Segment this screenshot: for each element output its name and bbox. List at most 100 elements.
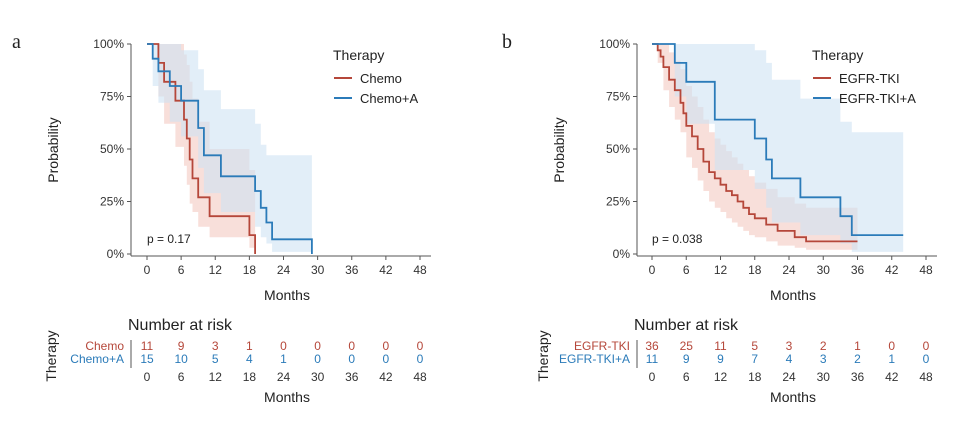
panel-a-risk-xtick-label: 30 (311, 370, 325, 384)
panel-a-ytick-label: 100% (93, 37, 124, 51)
panel-a-risk-xtick-label: 12 (209, 370, 223, 384)
panel-a-legend-label-chemo: Chemo (360, 71, 402, 86)
panel-b-risk-number: 1 (854, 339, 861, 353)
panel-b-xtick-label: 0 (649, 263, 656, 277)
panel-a-risk-xlabel: Months (264, 389, 310, 405)
panel-b-risk-xtick-label: 24 (782, 370, 796, 384)
panel-a-risk-xtick-label: 0 (144, 370, 151, 384)
panel-a-risk-number: 9 (178, 339, 185, 353)
panel-b-risk-table: Number at risk Therapy EGFR-TKI EGFR-TKI… (535, 317, 933, 405)
panel-a-ytick-label: 25% (100, 195, 124, 209)
panel-a-xlabel: Months (264, 287, 310, 303)
panel-b-risk-xtick-label: 12 (714, 370, 728, 384)
panel-b-risk-xtick-label: 48 (919, 370, 933, 384)
panel-a-y-ticks: 100% 75% 50% 25% 0% (93, 37, 131, 261)
panel-b-legend-title: Therapy (812, 47, 863, 63)
panel-b-risk-number: 9 (683, 352, 690, 366)
panel-a-xtick-label: 12 (209, 263, 223, 277)
panel-b-xtick-label: 42 (885, 263, 899, 277)
panel-a-risk-number: 0 (280, 339, 287, 353)
panel-a-risk-xtick-label: 48 (413, 370, 427, 384)
panel-b-risk-xtick-label: 0 (649, 370, 656, 384)
panel-a-xtick-label: 42 (379, 263, 393, 277)
panel-b-risk-number: 36 (645, 339, 659, 353)
panel-b-risk-title: Number at risk (634, 317, 739, 334)
panel-b-ytick-label: 0% (613, 247, 631, 261)
panel-a-ytick-label: 75% (100, 90, 124, 104)
panel-a-risk-xtick-label: 42 (379, 370, 393, 384)
panel-a-xtick-label: 6 (178, 263, 185, 277)
panel-b-risk-xtick-label: 6 (683, 370, 690, 384)
panel-a-risk-xtick-label: 24 (277, 370, 291, 384)
panel-b-risk-number: 0 (923, 339, 930, 353)
panel-b-risk-number: 4 (786, 352, 793, 366)
panel-a-risk-number: 0 (348, 339, 355, 353)
panel-a-risk-number: 0 (314, 352, 321, 366)
panel-a-risk-row-label-chemo: Chemo (85, 339, 124, 353)
panel-b-risk-row-label-egfr-tki-a: EGFR-TKI+A (559, 352, 630, 366)
panel-a-risk-number: 0 (417, 352, 424, 366)
panel-a-xtick-label: 18 (243, 263, 257, 277)
panel-b-xtick-label: 48 (919, 263, 933, 277)
panel-a-risk-xtick-label: 6 (178, 370, 185, 384)
panel-a-risk-number: 0 (314, 339, 321, 353)
panel-b-risk-number: 3 (820, 352, 827, 366)
panel-b-risk-number: 2 (854, 352, 861, 366)
panel-b-xtick-label: 30 (817, 263, 831, 277)
panel-a-risk-number: 0 (383, 352, 390, 366)
panel-a-risk-number: 1 (246, 339, 253, 353)
panel-b-letter: b (502, 31, 512, 53)
panel-b-risk-number: 0 (888, 339, 895, 353)
panel-a-curves (147, 43, 313, 254)
panel-a-risk-number: 4 (246, 352, 253, 366)
panel-a-risk-numbers: 11 9 3 1 0 0 0 0 015 10 5 4 1 0 0 0 0 (140, 339, 423, 366)
panel-a-x-ticks: 0 6 12 18 24 30 36 42 48 (144, 256, 427, 277)
panel-b-xtick-label: 12 (714, 263, 728, 277)
panel-b-risk-number: 1 (888, 352, 895, 366)
panel-b-risk-ylabel: Therapy (535, 330, 551, 381)
panel-b-curves (652, 43, 904, 243)
panel-b-legend-label-egfr-tki-a: EGFR-TKI+A (839, 91, 916, 106)
panel-b-risk-x-ticks: 0 6 12 18 24 30 36 42 48 (649, 370, 933, 384)
panel-a-risk-ylabel: Therapy (43, 330, 59, 381)
panel-b-xtick-label: 24 (782, 263, 796, 277)
panel-b-risk-number: 3 (786, 339, 793, 353)
panel-a-xtick-label: 24 (277, 263, 291, 277)
panel-a-xtick-label: 36 (345, 263, 359, 277)
panel-a-ci-band-1 (147, 44, 312, 254)
panel-a-risk-number: 0 (348, 352, 355, 366)
panel-b-risk-xtick-label: 18 (748, 370, 762, 384)
panel-a-letter: a (12, 31, 21, 53)
panel-b-ytick-label: 25% (606, 195, 630, 209)
panel-b-xtick-label: 36 (851, 263, 865, 277)
panel-b-x-ticks: 0 6 12 18 24 30 36 42 48 (649, 256, 933, 277)
panel-b-risk-number: 0 (923, 352, 930, 366)
panel-a-risk-number: 15 (140, 352, 154, 366)
panel-a-legend-label-chemo-a: Chemo+A (360, 91, 418, 106)
panel-a-ytick-label: 50% (100, 142, 124, 156)
panel-a-ylabel: Probability (45, 117, 61, 182)
panel-b-risk-xtick-label: 42 (885, 370, 899, 384)
panel-a-risk-table: Number at risk Therapy Chemo Chemo+A 11 9… (43, 317, 427, 405)
panel-b-ytick-label: 100% (599, 37, 630, 51)
panel-b-km-curve-0 (652, 43, 858, 243)
panel-a-legend-title: Therapy (333, 47, 384, 63)
panel-b-xtick-label: 6 (683, 263, 690, 277)
panel-a-km-curve-1 (147, 43, 313, 254)
panel-a-risk-number: 11 (141, 339, 154, 353)
panel-b-risk-number: 9 (717, 352, 724, 366)
panel-a-risk-number: 0 (417, 339, 424, 353)
panel-a-risk-number: 10 (174, 352, 188, 366)
panel-a-risk-xtick-label: 18 (243, 370, 257, 384)
panel-a-legend: Therapy Chemo Chemo+A (333, 47, 418, 106)
panel-b-risk-xtick-label: 36 (851, 370, 865, 384)
panel-a-risk-xtick-label: 36 (345, 370, 359, 384)
panel-b-y-ticks: 100% 75% 50% 25% 0% (599, 37, 637, 261)
panel-b-legend: Therapy EGFR-TKI EGFR-TKI+A (812, 47, 916, 106)
panel-b-ylabel: Probability (551, 117, 567, 182)
panel-b-risk-row-label-egfr-tki: EGFR-TKI (574, 339, 630, 353)
panel-b-xlabel: Months (770, 287, 816, 303)
panel-b: b 100%75%50%25%0% 0 6 12 18 24 30 36 42 48 Proba… (502, 31, 937, 405)
panel-b-risk-xtick-label: 30 (817, 370, 831, 384)
